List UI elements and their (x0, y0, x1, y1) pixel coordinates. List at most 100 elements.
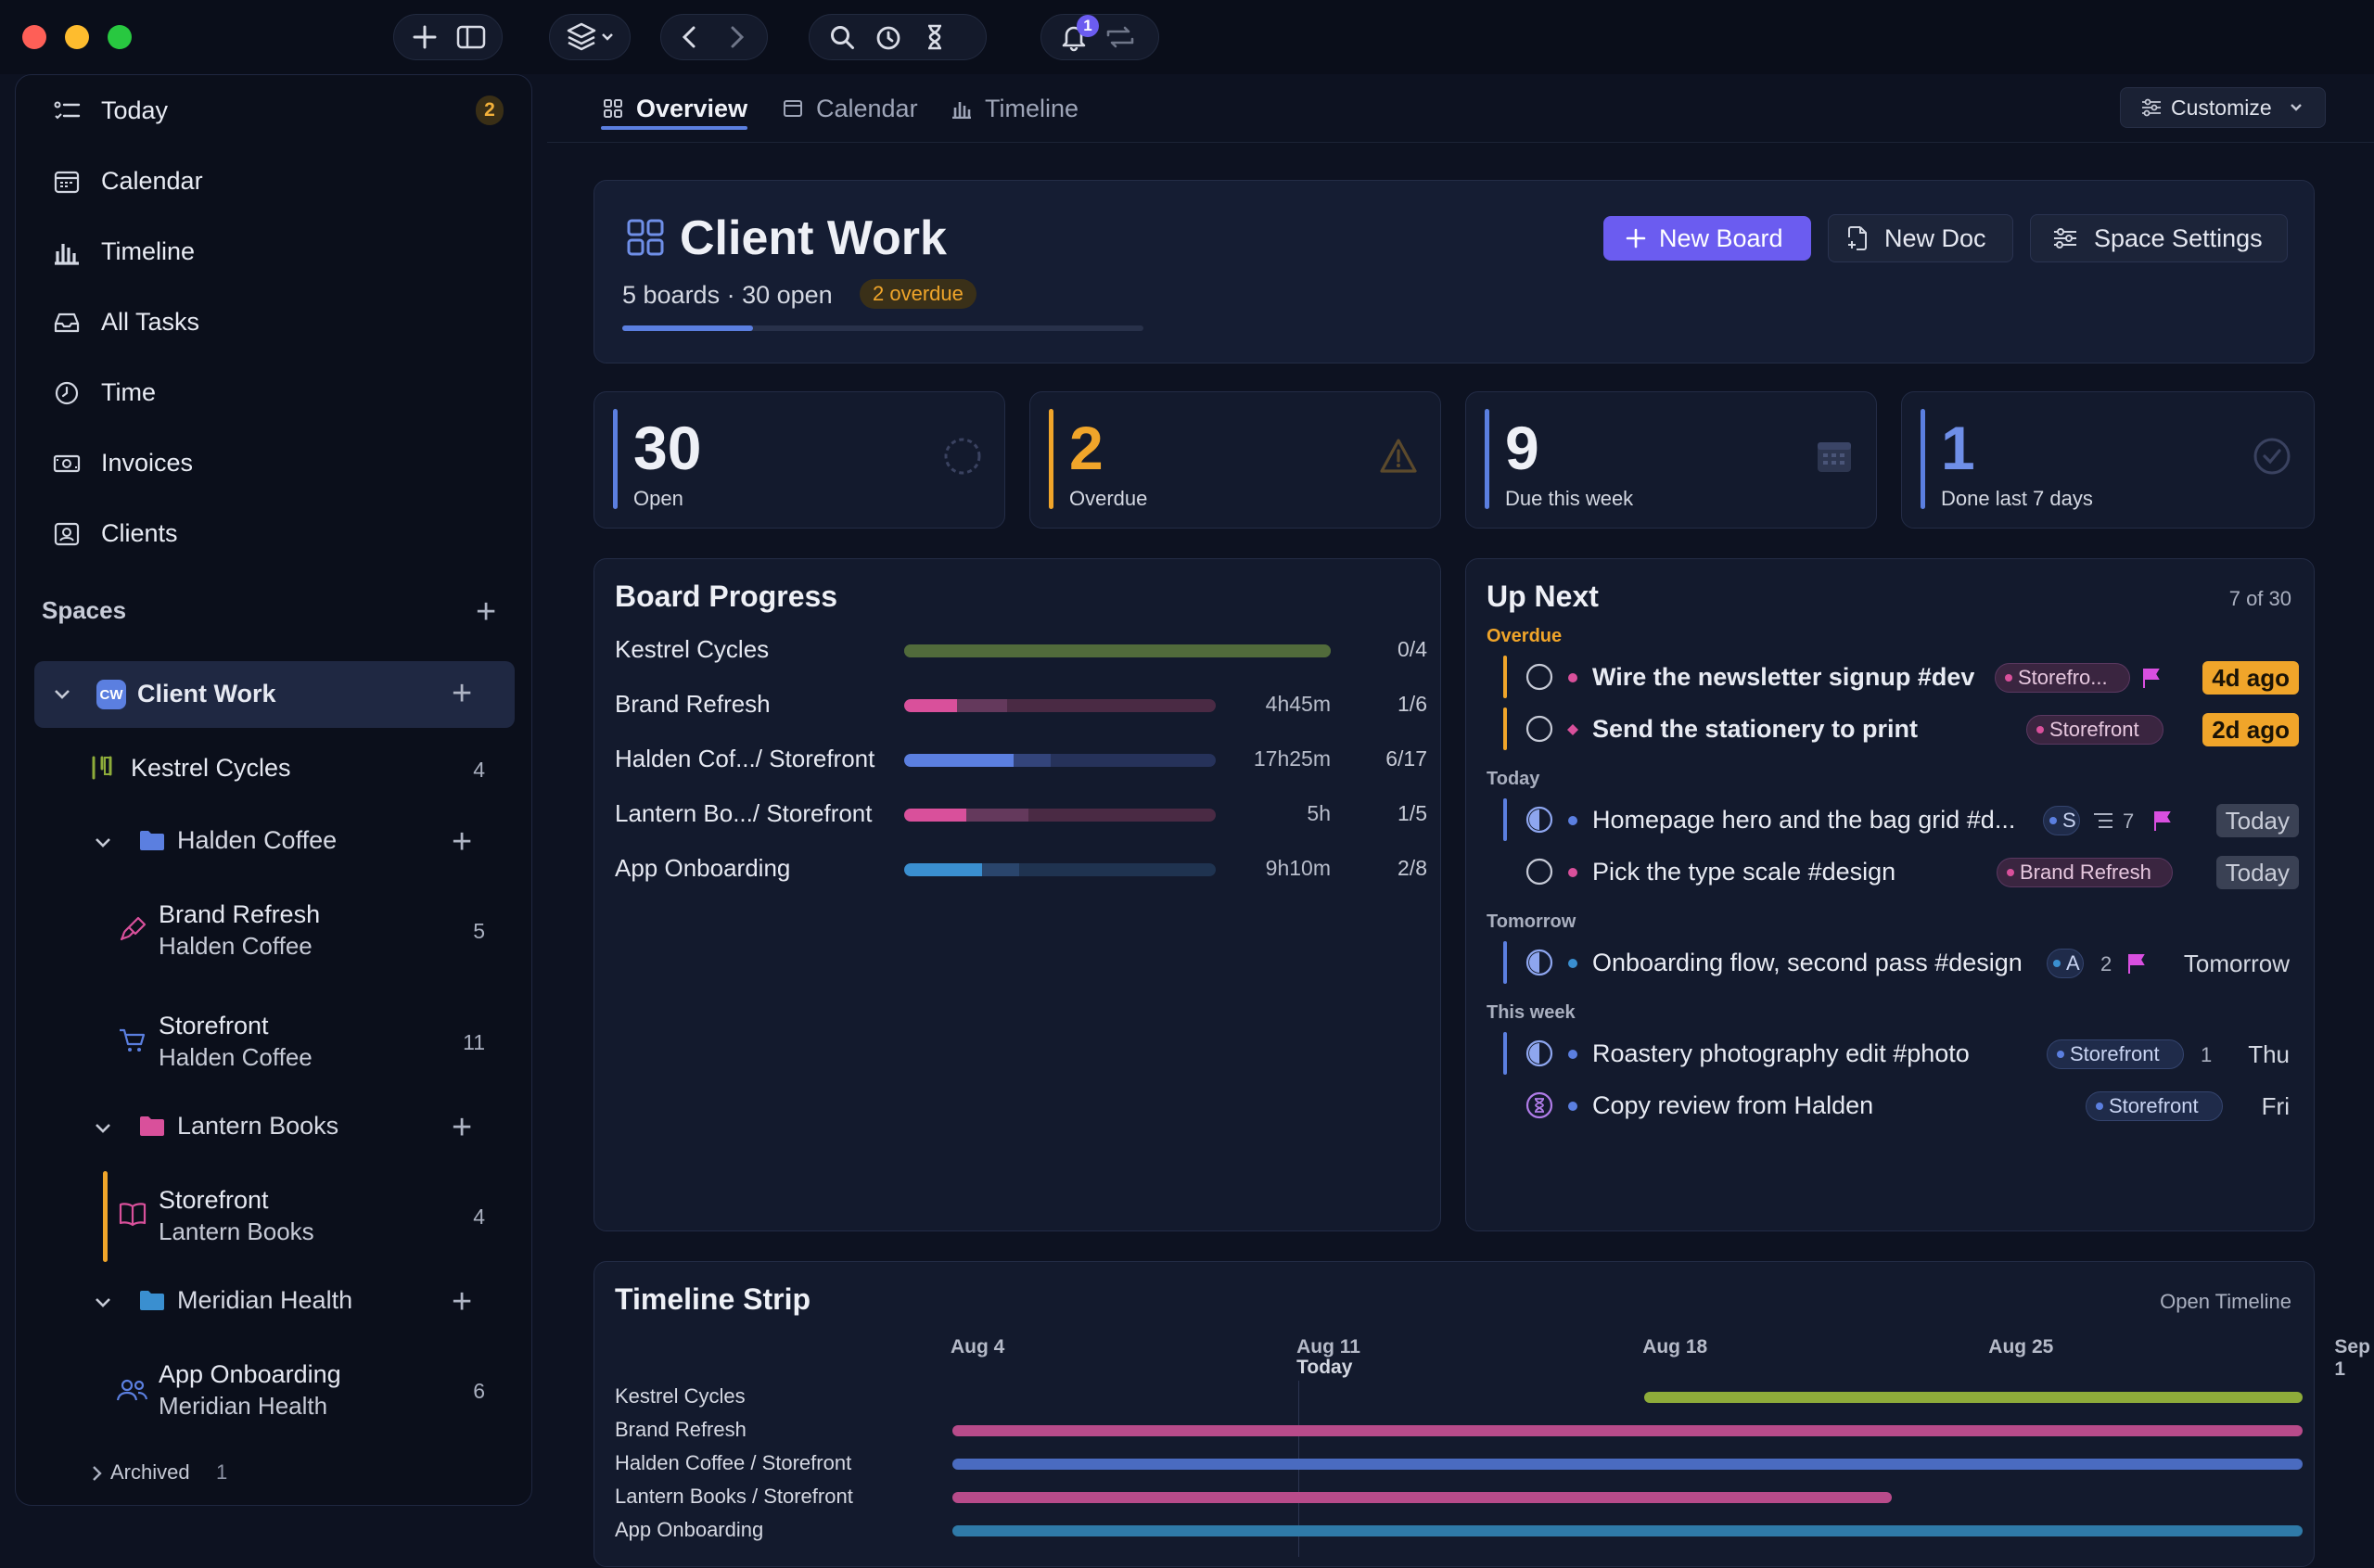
space-client-work[interactable]: CW Client Work + (16, 661, 531, 728)
stat-label: Overdue (1069, 487, 1148, 510)
stat-value: 1 (1941, 414, 1975, 482)
diamond-icon (1567, 724, 1578, 735)
board-chip[interactable]: Storefront (2026, 715, 2163, 745)
board-progress-time: 9h10m (1265, 856, 1331, 880)
timer-button[interactable] (865, 14, 912, 60)
toggle-sidebar-button[interactable] (448, 14, 494, 60)
priority-dot (1568, 868, 1577, 877)
grid-icon (627, 219, 664, 256)
board-progress-row[interactable]: Halden Cof.../ Storefront 17h25m 6/17 (594, 741, 1448, 778)
task-checkbox[interactable] (1525, 858, 1553, 886)
money-icon (53, 454, 81, 473)
board-kestrel-cycles[interactable]: Kestrel Cycles 4 (16, 739, 531, 798)
stat-due-this-week[interactable]: 9 Due this week (1465, 391, 1877, 529)
stat-open[interactable]: 30 Open (594, 391, 1005, 529)
sidebar-item-timeline[interactable]: Timeline (16, 216, 531, 287)
board-chip[interactable]: Brand Refresh (1997, 858, 2173, 887)
chevron-down-icon[interactable] (94, 1121, 112, 1136)
task-checkbox[interactable] (1525, 663, 1553, 691)
board-progress-done (904, 863, 982, 876)
half-done-icon[interactable] (1525, 949, 1553, 976)
half-done-icon[interactable] (1525, 806, 1553, 834)
board-progress-row[interactable]: Kestrel Cycles 0/4 (594, 631, 1448, 669)
board-brand-refresh[interactable]: Brand Refresh Halden Coffee 5 (16, 886, 531, 976)
new-item-button[interactable] (402, 14, 448, 60)
timeline-bar[interactable] (952, 1459, 2303, 1470)
new-doc-button[interactable]: New Doc (1828, 214, 2013, 262)
sidebar-item-clients[interactable]: Clients (16, 498, 531, 568)
tab-calendar[interactable]: Calendar (783, 87, 918, 130)
chevron-down-icon[interactable] (94, 835, 112, 850)
tab-overview[interactable]: Overview (603, 87, 747, 130)
open-timeline-link[interactable]: Open Timeline (2160, 1290, 2291, 1313)
board-progress-row[interactable]: Brand Refresh 4h45m 1/6 (594, 686, 1448, 723)
sidebar-item-label: Today (101, 96, 169, 124)
timeline-bar[interactable] (1644, 1392, 2303, 1403)
timeline-bar[interactable] (952, 1425, 2303, 1436)
board-progress-done (904, 754, 1014, 767)
add-to-folder-button[interactable]: + (452, 822, 473, 861)
task-row[interactable]: Send the stationery to print Storefront … (1466, 706, 2319, 752)
chevron-right-icon (731, 26, 745, 48)
customize-button[interactable]: Customize (2120, 87, 2326, 128)
forward-button[interactable] (713, 14, 759, 60)
task-row[interactable]: Wire the newsletter signup #dev Storefro… (1466, 654, 2319, 700)
board-progress-row[interactable]: Lantern Bo.../ Storefront 5h 1/5 (594, 796, 1448, 833)
add-to-space-button[interactable]: + (452, 674, 473, 713)
sync-button[interactable] (1097, 14, 1143, 60)
notifications-button[interactable]: 1 (1051, 14, 1099, 60)
task-checkbox[interactable] (1525, 715, 1553, 743)
sidebar-item-all-tasks[interactable]: All Tasks (16, 287, 531, 357)
board-storefront-lantern[interactable]: Storefront Lantern Books 4 (16, 1171, 531, 1262)
timeline-bar[interactable] (952, 1525, 2303, 1536)
zoom-window-button[interactable] (108, 25, 132, 49)
hourglass-button[interactable] (912, 14, 958, 60)
timeline-bar[interactable] (952, 1492, 1892, 1503)
sidebar-item-invoices[interactable]: Invoices (16, 427, 531, 498)
add-to-folder-button[interactable]: + (452, 1108, 473, 1147)
task-row[interactable]: Homepage hero and the bag grid #d... S 7… (1466, 797, 2319, 843)
board-storefront-halden[interactable]: Storefront Halden Coffee 11 (16, 997, 531, 1088)
archived-section[interactable]: Archived 1 (16, 1453, 531, 1494)
group-label-tomorrow: Tomorrow (1487, 911, 1576, 932)
sidebar-item-calendar[interactable]: Calendar (16, 146, 531, 216)
folder-lantern-books[interactable]: Lantern Books + (16, 1099, 531, 1156)
chevron-down-icon[interactable] (53, 687, 71, 702)
half-done-icon[interactable] (1525, 1039, 1553, 1067)
close-window-button[interactable] (22, 25, 46, 49)
stat-overdue[interactable]: 2 Overdue (1029, 391, 1441, 529)
folder-halden-coffee[interactable]: Halden Coffee + (16, 813, 531, 871)
task-row[interactable]: Onboarding flow, second pass #design A 2… (1466, 939, 2319, 986)
back-button[interactable] (667, 14, 713, 60)
sidebar-item-time[interactable]: Time (16, 357, 531, 427)
folder-meridian-health[interactable]: Meridian Health + (16, 1273, 531, 1331)
board-chip[interactable]: S (2043, 806, 2080, 835)
stopwatch-icon (876, 26, 900, 50)
chevron-down-icon (2290, 104, 2302, 111)
add-to-folder-button[interactable]: + (452, 1282, 473, 1321)
board-chip[interactable]: Storefront (2047, 1039, 2184, 1069)
task-row[interactable]: Copy review from Halden Storefront Fri (1466, 1082, 2319, 1128)
board-progress-name: Halden Cof.../ Storefront (615, 745, 875, 772)
board-app-onboarding[interactable]: App Onboarding Meridian Health 6 (16, 1345, 531, 1436)
task-row[interactable]: Roastery photography edit #photo Storefr… (1466, 1030, 2319, 1077)
search-button[interactable] (819, 14, 865, 60)
layers-menu-button[interactable] (549, 14, 631, 60)
new-board-button[interactable]: New Board (1603, 216, 1811, 261)
board-chip[interactable]: Storefront (2086, 1091, 2223, 1121)
chevron-down-icon[interactable] (94, 1295, 112, 1310)
board-chip[interactable]: Storefro... (1995, 663, 2130, 693)
task-row[interactable]: Pick the type scale #design Brand Refres… (1466, 848, 2319, 895)
minimize-window-button[interactable] (65, 25, 89, 49)
board-chip[interactable]: A (2047, 949, 2084, 978)
add-space-button[interactable]: + (476, 593, 497, 631)
space-settings-button[interactable]: Space Settings (2030, 214, 2288, 262)
board-progress-row[interactable]: App Onboarding 9h10m 2/8 (594, 850, 1448, 887)
chevron-left-icon (682, 26, 696, 48)
sidebar-item-today[interactable]: Today 2 (16, 75, 531, 146)
stat-done-last-7-days[interactable]: 1 Done last 7 days (1901, 391, 2315, 529)
hourglass-status-icon[interactable] (1525, 1091, 1553, 1119)
subtasks-icon (2094, 813, 2112, 828)
tab-timeline[interactable]: Timeline (951, 87, 1079, 130)
timeline-row-label: Kestrel Cycles (615, 1384, 746, 1408)
